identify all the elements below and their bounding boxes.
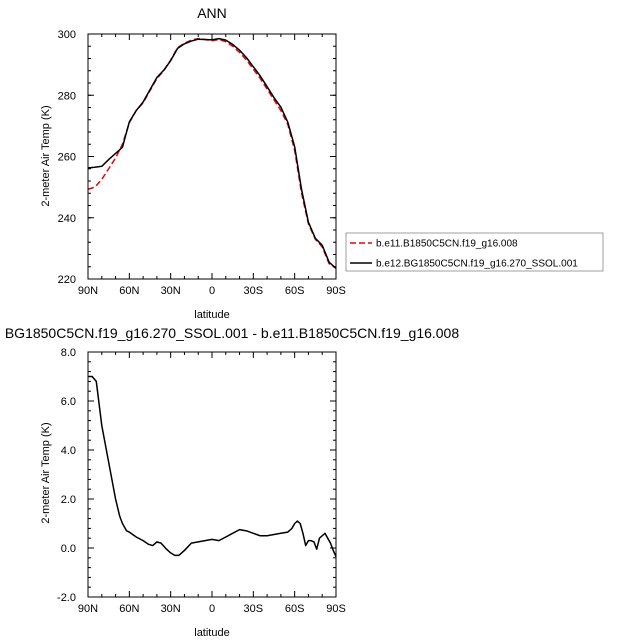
bottom-panel: BG1850C5CN.f19_g16.270_SSOL.001 - b.e11.…	[5, 325, 460, 639]
y-tick-label: 2.0	[61, 494, 76, 506]
x-tick-label: 60N	[119, 603, 139, 615]
plot-frame	[87, 33, 337, 280]
x-tick-label: 30N	[161, 603, 181, 615]
x-tick-label: 30N	[161, 285, 181, 297]
x-tick-label: 30S	[244, 603, 264, 615]
y-tick-label: 220	[58, 274, 76, 286]
y-tick-label: 260	[58, 152, 76, 164]
legend-box	[345, 232, 604, 272]
x-axis-label: latitude	[194, 309, 229, 321]
series-line-1	[87, 37, 337, 269]
y-tick-label: 300	[58, 29, 76, 41]
series-line-2	[87, 37, 337, 269]
plot-area: 90N 60N 30N 0 30S 60S 90S 220 240 260 280 300	[58, 29, 346, 297]
y-axis-label: 2-meter Air Temp (K)	[40, 105, 52, 206]
x-tick-label: 0	[209, 285, 215, 297]
chart-title: ANN	[197, 5, 227, 21]
y-tick-label: 240	[58, 213, 76, 225]
series-line-1	[88, 375, 337, 557]
y-tick-label: 280	[58, 90, 76, 102]
x-tick-label: 90N	[78, 603, 98, 615]
y-tick-label: 8.0	[61, 347, 76, 359]
legend: b.e11.B1850C5CN.f19_g16.008 b.e12.BG1850…	[345, 232, 604, 272]
y-tick-label: 4.0	[61, 445, 76, 457]
legend-label-series-1: b.e11.B1850C5CN.f19_g16.008	[376, 239, 518, 250]
legend-label-series-2: b.e12.BG1850C5CN.f19_g16.270_SSOL.001	[376, 259, 578, 270]
x-tick-label: 60S	[285, 603, 305, 615]
x-axis-label: latitude	[194, 627, 229, 639]
x-tick-label: 90S	[326, 603, 346, 615]
y-tick-label: -2.0	[57, 592, 76, 604]
plot-area: 90N 60N 30N 0 30S 60S 90S -2.0 0.0 2.0 4.0 6.0 8.0	[57, 347, 346, 615]
x-tick-label: 60S	[285, 285, 305, 297]
y-axis-label: 2-meter Air Temp (K)	[40, 422, 52, 523]
x-tick-label: 0	[209, 603, 215, 615]
x-tick-label: 30S	[244, 285, 264, 297]
top-panel: ANN 2-meter Air Temp (K) latitude 90N 60N…	[40, 5, 604, 321]
y-tick-label: 6.0	[61, 396, 76, 408]
chart-title: BG1850C5CN.f19_g16.270_SSOL.001 - b.e11.…	[5, 325, 460, 341]
x-tick-label: 90S	[326, 285, 346, 297]
y-tick-label: 0.0	[61, 543, 76, 555]
plot-frame	[87, 351, 337, 598]
x-tick-label: 60N	[119, 285, 139, 297]
x-tick-label: 90N	[78, 285, 98, 297]
